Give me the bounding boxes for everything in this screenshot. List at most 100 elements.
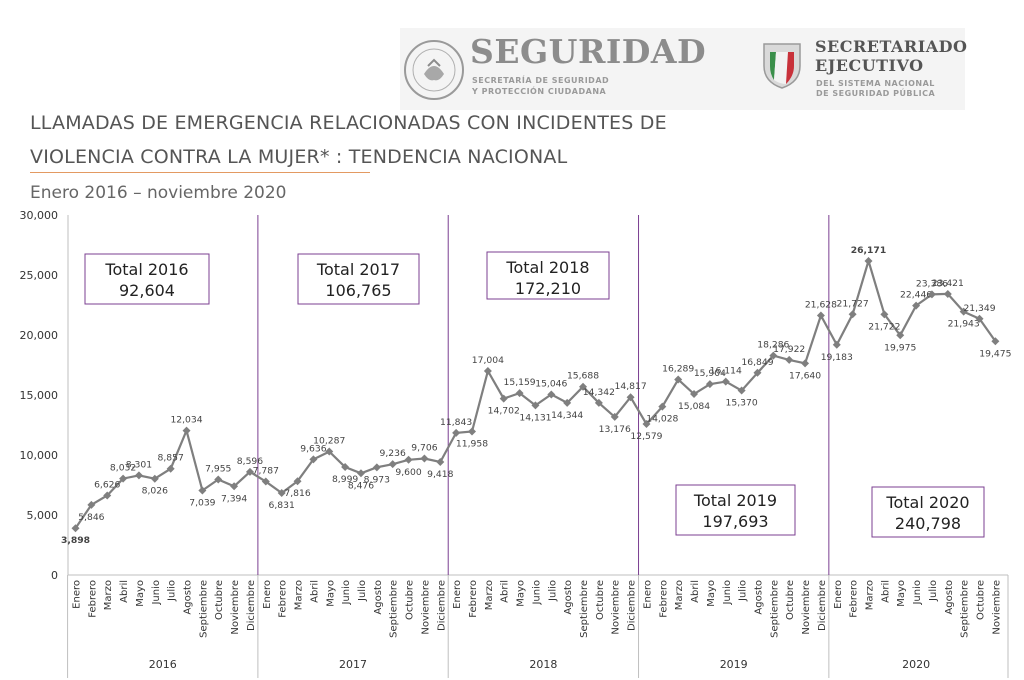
month-tick-label: Enero [262,580,273,609]
month-tick-label: Febrero [849,580,860,618]
data-point-marker [753,368,762,377]
data-point-marker [119,474,128,483]
month-tick-label: Julio [357,580,368,602]
data-value-label: 13,176 [599,424,631,435]
month-tick-label: Julio [167,580,178,602]
data-point-marker [737,386,746,395]
data-value-label: 18,286 [757,340,789,351]
y-tick-label: 10,000 [20,449,59,462]
month-tick-label: Mayo [516,580,527,607]
brand-seguridad-subtitle-line2: Y PROTECCIÓN CIUDADANA [472,87,607,96]
month-tick-label: Mayo [135,580,146,607]
month-tick-label: Febrero [278,580,289,618]
data-value-label: 16,289 [662,364,694,375]
data-value-label: 14,131 [519,412,551,423]
y-tick-label: 0 [51,569,58,582]
data-value-label: 8,476 [348,480,374,491]
y-tick-label: 5,000 [27,509,59,522]
secretariado-shield-logo-icon [763,43,801,89]
national-seal-icon [404,40,464,100]
data-point-marker [309,455,318,464]
brand-ejecutivo-title: EJECUTIVO [815,56,924,75]
month-tick-label: Marzo [294,580,305,610]
data-value-label: 11,958 [456,439,488,450]
data-point-marker [420,454,429,463]
month-tick-label: Junio [151,580,162,606]
total-box-value: 197,693 [702,512,768,531]
data-point-marker [547,390,556,399]
month-tick-label: Septiembre [198,580,209,638]
data-point-marker [71,524,80,533]
month-tick-label: Noviembre [420,580,431,635]
month-tick-label: Agosto [753,580,764,615]
month-tick-label: Julio [738,580,749,602]
data-point-marker [103,491,112,500]
data-value-label: 21,722 [868,321,900,332]
data-point-marker [468,427,476,436]
data-value-label: 26,171 [851,245,886,256]
data-point-marker [769,351,778,360]
data-point-marker [356,469,365,478]
data-value-label: 12,034 [170,415,202,426]
data-point-marker [880,310,889,319]
month-tick-label: Junio [912,580,923,606]
data-point-marker [277,489,286,498]
data-value-label: 17,640 [789,370,821,381]
data-point-marker [452,428,461,437]
data-value-label: 5,846 [78,512,104,523]
data-value-label: 15,370 [726,398,758,409]
month-tick-label: Septiembre [960,580,971,638]
month-tick-label: Noviembre [611,580,622,635]
month-tick-label: Abril [880,580,891,603]
data-value-label: 9,636 [300,443,326,454]
header-logo-band [400,28,965,110]
data-value-label: 14,344 [551,410,583,421]
data-value-label: 8,973 [364,474,390,485]
chart-title-line2: VIOLENCIA CONTRA LA MUJER* : TENDENCIA N… [30,146,568,168]
data-point-marker [579,382,588,391]
total-box-year-label: Total 2017 [316,260,400,279]
month-tick-label: Octubre [405,580,416,620]
data-value-label: 15,688 [567,371,599,382]
brand-seguridad-subtitle-line1: SECRETARÍA DE SEGURIDAD [472,76,610,85]
data-point-marker [785,355,794,364]
data-point-marker [341,463,350,472]
data-value-label: 23,386 [916,278,948,289]
data-point-marker [705,380,714,389]
data-value-label: 14,702 [488,406,520,417]
data-value-label: 14,028 [646,414,678,425]
data-value-label: 15,084 [678,401,710,412]
data-value-label: 12,579 [630,431,662,442]
data-value-label: 17,922 [773,344,805,355]
data-point-marker [642,420,651,429]
month-tick-label: Junio [531,580,542,606]
data-point-marker [658,402,667,411]
data-value-label: 10,287 [313,436,345,447]
data-point-marker [848,310,857,319]
month-tick-label: Marzo [103,580,114,610]
data-value-label: 9,236 [380,448,406,459]
month-tick-label: Marzo [865,580,876,610]
total-box [871,486,985,538]
data-point-marker [245,467,254,476]
data-point-marker [182,426,191,435]
data-value-label: 7,955 [205,464,231,475]
month-tick-label: Julio [547,580,558,602]
data-value-label: 6,831 [269,500,295,511]
brand-seguridad-title: SEGURIDAD [470,32,707,71]
data-value-label: 16,849 [741,357,773,368]
data-point-marker [436,457,445,466]
data-point-marker [594,398,603,407]
year-label: 2016 [149,658,177,671]
total-box-year-label: Total 2016 [104,260,188,279]
data-value-label: 19,475 [979,348,1011,359]
month-tick-label: Abril [690,580,701,603]
data-value-label: 3,898 [61,535,90,546]
data-point-marker [166,464,175,473]
month-tick-label: Diciembre [436,580,447,631]
data-value-label: 8,857 [158,453,184,464]
data-point-marker [832,340,841,349]
data-value-label: 8,999 [332,474,358,485]
total-box-year-label: Total 2020 [885,493,969,512]
month-tick-label: Septiembre [769,580,780,638]
